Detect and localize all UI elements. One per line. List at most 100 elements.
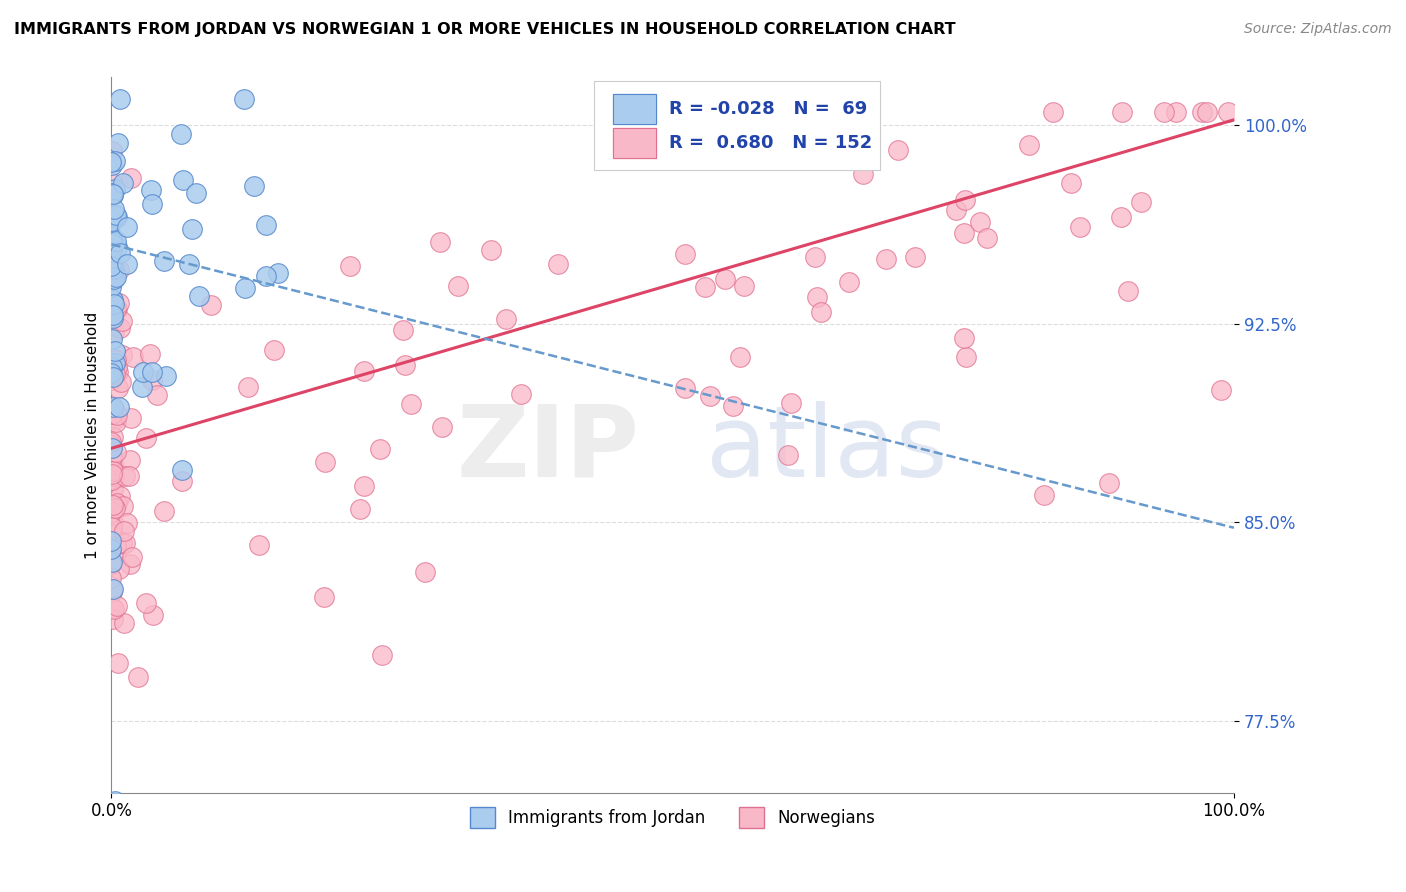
Point xyxy=(103,369,125,384)
Point xyxy=(100,155,122,169)
Point xyxy=(135,596,157,610)
Point xyxy=(1069,219,1091,234)
Point xyxy=(104,154,127,169)
Point xyxy=(254,218,277,232)
Point xyxy=(101,292,124,306)
Bar xyxy=(613,94,655,124)
Point xyxy=(1033,488,1056,502)
Point xyxy=(101,430,124,444)
Point xyxy=(846,130,869,145)
Point xyxy=(112,616,135,631)
Point xyxy=(121,549,143,564)
Point xyxy=(349,502,371,516)
Point xyxy=(104,301,127,316)
Point xyxy=(107,365,129,379)
Point xyxy=(103,498,125,512)
Point xyxy=(132,365,155,379)
Point xyxy=(713,272,735,286)
Point xyxy=(107,381,129,395)
Point xyxy=(779,395,801,409)
Point xyxy=(101,520,124,534)
Point xyxy=(1191,104,1213,119)
Point xyxy=(415,566,437,580)
Point xyxy=(100,570,122,584)
Point xyxy=(200,298,222,312)
Point xyxy=(368,442,391,457)
Point xyxy=(447,279,470,293)
Point xyxy=(104,794,127,808)
Point xyxy=(101,457,124,471)
Point xyxy=(101,555,124,569)
Point xyxy=(105,302,128,317)
Point xyxy=(976,230,998,244)
Text: ZIP: ZIP xyxy=(456,401,638,498)
Point xyxy=(104,412,127,426)
Point xyxy=(105,211,128,225)
Point xyxy=(1111,210,1133,224)
Point xyxy=(430,419,453,434)
Point xyxy=(952,331,974,345)
Point xyxy=(838,275,860,289)
Point xyxy=(108,263,131,277)
Point xyxy=(170,474,193,488)
Point xyxy=(105,359,128,374)
Point xyxy=(110,375,132,389)
Point xyxy=(141,373,163,387)
Point xyxy=(135,431,157,445)
Point xyxy=(263,343,285,357)
Point xyxy=(254,268,277,283)
Point xyxy=(742,104,765,119)
Point xyxy=(114,536,136,550)
Point xyxy=(955,350,977,364)
Point xyxy=(107,136,129,151)
Point xyxy=(111,348,134,362)
Point xyxy=(394,359,416,373)
Point xyxy=(104,500,127,515)
Point xyxy=(181,222,204,236)
Point xyxy=(101,442,124,456)
Point xyxy=(100,585,122,599)
Point xyxy=(100,541,122,556)
Point xyxy=(101,176,124,190)
Point xyxy=(153,254,176,268)
Point xyxy=(673,381,696,395)
Text: Source: ZipAtlas.com: Source: ZipAtlas.com xyxy=(1244,22,1392,37)
Point xyxy=(101,242,124,256)
Point xyxy=(104,538,127,552)
Text: IMMIGRANTS FROM JORDAN VS NORWEGIAN 1 OR MORE VEHICLES IN HOUSEHOLD CORRELATION : IMMIGRANTS FROM JORDAN VS NORWEGIAN 1 OR… xyxy=(14,22,956,37)
Point xyxy=(1111,104,1133,119)
Point xyxy=(103,325,125,339)
Point xyxy=(103,182,125,196)
Point xyxy=(1129,194,1152,209)
Point xyxy=(141,608,163,623)
Point xyxy=(103,401,125,416)
Point xyxy=(170,463,193,477)
Point xyxy=(112,524,135,539)
Point xyxy=(101,310,124,325)
Point xyxy=(104,367,127,381)
Point xyxy=(886,144,908,158)
Point xyxy=(103,601,125,615)
Point xyxy=(103,261,125,276)
Point xyxy=(858,104,880,119)
Point xyxy=(945,203,967,218)
Point xyxy=(101,582,124,597)
Text: R = -0.028   N =  69: R = -0.028 N = 69 xyxy=(669,100,868,118)
Point xyxy=(101,467,124,481)
Point xyxy=(312,590,335,604)
Point xyxy=(267,266,290,280)
Point xyxy=(141,365,163,379)
Point xyxy=(1098,476,1121,491)
Point xyxy=(104,356,127,370)
Bar xyxy=(613,94,655,124)
Point xyxy=(101,505,124,519)
Point xyxy=(105,239,128,253)
Point xyxy=(100,450,122,464)
Point xyxy=(103,469,125,483)
Point xyxy=(953,194,976,208)
Point xyxy=(803,250,825,264)
Point xyxy=(693,280,716,294)
Point xyxy=(105,599,128,614)
Point xyxy=(673,247,696,261)
Point xyxy=(184,186,207,200)
